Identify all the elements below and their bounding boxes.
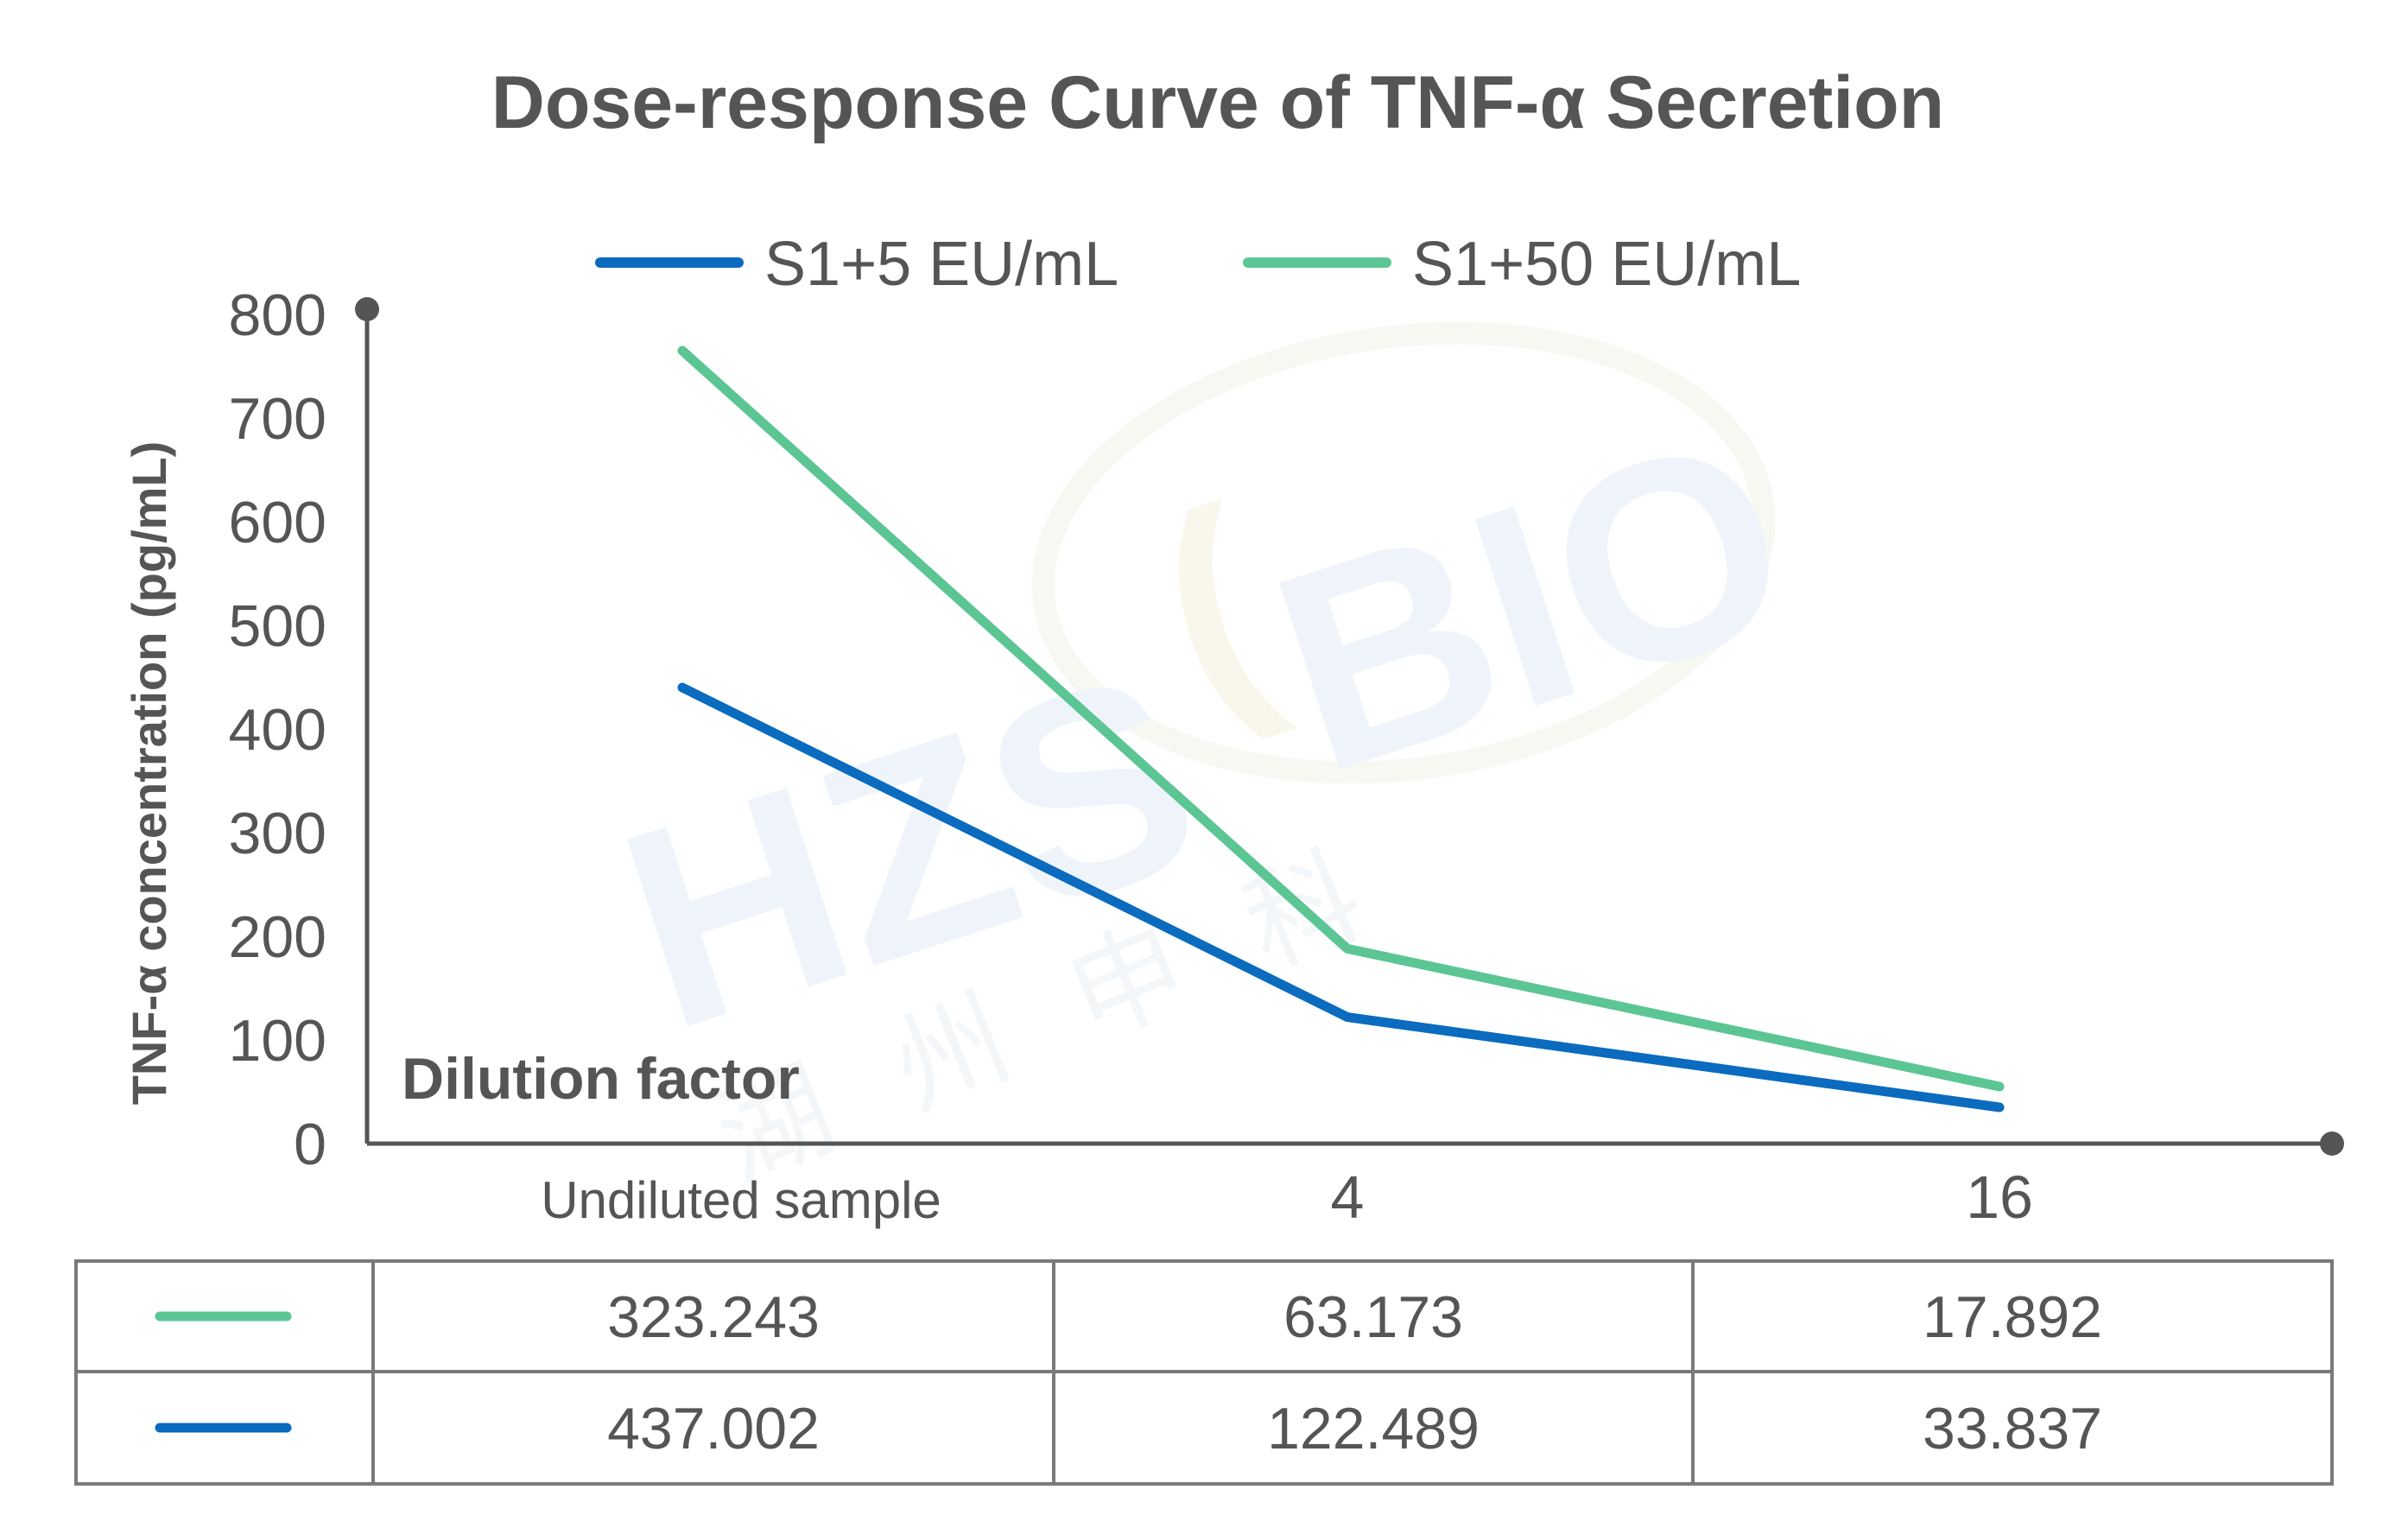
- series-line-2: [677, 345, 2005, 1092]
- table-cell: 323.243: [607, 1284, 820, 1350]
- svg-text:BIO: BIO: [1242, 373, 1822, 833]
- table-cell: 33.837: [1923, 1396, 2102, 1461]
- x-axis-end-dot: [2320, 1131, 2344, 1156]
- y-tick-label: 400: [229, 697, 326, 763]
- table-cell: 63.173: [1283, 1284, 1463, 1350]
- y-tick-label: 100: [229, 1008, 326, 1074]
- y-tick-label: 600: [229, 490, 326, 555]
- x-tick-label: Undiluted sample: [541, 1171, 941, 1229]
- series-lines: [677, 345, 2005, 1112]
- legend: S1+5 EU/mL S1+50 EU/mL: [595, 230, 1801, 299]
- x-tick-labels: Undiluted sample 4 16: [541, 1163, 2033, 1231]
- y-tick-label: 200: [229, 904, 326, 970]
- table-cell: 122.489: [1267, 1396, 1480, 1461]
- x-tick-label: 16: [1966, 1163, 2033, 1231]
- table-cell: 17.892: [1923, 1284, 2102, 1350]
- chart-title: Dose-response Curve of TNF-α Secretion: [491, 61, 1944, 144]
- y-axis-label: TNF-α concentration (pg/mL): [122, 441, 176, 1106]
- y-tick-label: 700: [229, 386, 326, 452]
- y-tick-label: 500: [229, 593, 326, 659]
- legend-label: S1+50 EU/mL: [1412, 230, 1801, 299]
- table-cell: 437.002: [607, 1396, 820, 1461]
- y-tick-label: 0: [294, 1112, 326, 1177]
- y-tick-labels: 0 100 200 300 400 500 600 700 800: [229, 282, 326, 1177]
- data-table: 323.243 63.173 17.892 437.002 122.489 33.837: [74, 1259, 2334, 1486]
- y-tick-label: 300: [229, 801, 326, 866]
- series-line-1: [677, 682, 2005, 1112]
- legend-label: S1+5 EU/mL: [764, 230, 1118, 299]
- y-tick-label: 800: [229, 282, 326, 348]
- x-axis-label: Dilution factor: [402, 1046, 800, 1112]
- y-axis-end-dot: [355, 297, 379, 321]
- x-tick-label: 4: [1331, 1163, 1365, 1231]
